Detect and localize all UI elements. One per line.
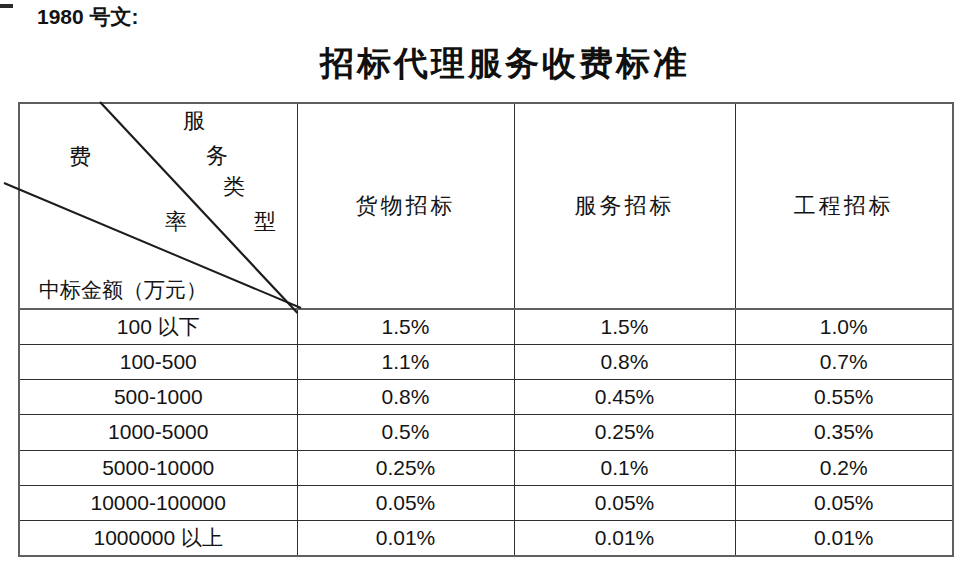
rate-cell: 0.45% <box>514 379 735 414</box>
amount-cell: 1000-5000 <box>19 415 297 450</box>
amount-cell: 100-500 <box>19 344 297 379</box>
rate-cell: 0.8% <box>297 379 514 414</box>
rate-cell: 1.5% <box>297 309 514 344</box>
column-header-engineering: 工程招标 <box>735 103 953 309</box>
rate-cell: 0.01% <box>297 521 514 556</box>
rate-cell: 1.1% <box>297 344 514 379</box>
rate-cell: 0.25% <box>514 415 735 450</box>
corner-label-amount: 中标金额（万元） <box>39 278 207 302</box>
rate-cell: 0.05% <box>514 485 735 520</box>
rate-cell: 1.0% <box>735 309 953 344</box>
rate-cell: 1.5% <box>514 309 735 344</box>
table-row: 100 以下 1.5% 1.5% 1.0% <box>19 309 953 344</box>
table-row: 1000-5000 0.5% 0.25% 0.35% <box>19 415 953 450</box>
amount-cell: 1000000 以上 <box>19 521 297 556</box>
diagonal-header-box: 服 务 类 型 费 率 中标金额（万元） <box>20 104 297 308</box>
doc-number-label: 1980 号文: <box>37 4 139 30</box>
page-title: 招标代理服务收费标准 <box>320 45 690 82</box>
corner-label-service-type-char-1: 服 <box>183 110 205 132</box>
corner-label-service-type-char-2: 务 <box>206 145 228 167</box>
corner-label-rate-char-1: 费 <box>69 146 91 168</box>
title-container: 招标代理服务收费标准 <box>0 42 976 86</box>
rate-cell: 0.35% <box>735 415 953 450</box>
table-header-row: 服 务 类 型 费 率 中标金额（万元） 货物招标 服务招标 工程招标 <box>19 103 953 309</box>
amount-cell: 10000-100000 <box>19 485 297 520</box>
amount-cell: 5000-10000 <box>19 450 297 485</box>
corner-label-rate-char-2: 率 <box>165 211 187 233</box>
amount-cell: 500-1000 <box>19 379 297 414</box>
rate-cell: 0.05% <box>735 485 953 520</box>
table-row: 1000000 以上 0.01% 0.01% 0.01% <box>19 521 953 556</box>
rate-cell: 0.2% <box>735 450 953 485</box>
corner-label-service-type-char-4: 型 <box>254 211 276 233</box>
corner-label-service-type-char-3: 类 <box>223 176 245 198</box>
table-row: 10000-100000 0.05% 0.05% 0.05% <box>19 485 953 520</box>
rate-cell: 0.01% <box>514 521 735 556</box>
rate-cell: 0.01% <box>735 521 953 556</box>
rate-cell: 0.1% <box>514 450 735 485</box>
rate-cell: 0.7% <box>735 344 953 379</box>
table-row: 500-1000 0.8% 0.45% 0.55% <box>19 379 953 414</box>
diagonal-header-cell: 服 务 类 型 费 率 中标金额（万元） <box>19 103 297 309</box>
table-row: 5000-10000 0.25% 0.1% 0.2% <box>19 450 953 485</box>
fee-standard-table: 服 务 类 型 费 率 中标金额（万元） 货物招标 服务招标 工程招标 100 … <box>18 102 954 557</box>
column-header-service: 服务招标 <box>514 103 735 309</box>
scan-artifact-mark <box>0 4 13 8</box>
amount-cell: 100 以下 <box>19 309 297 344</box>
rate-cell: 0.5% <box>297 415 514 450</box>
rate-cell: 0.8% <box>514 344 735 379</box>
column-header-goods: 货物招标 <box>297 103 514 309</box>
rate-cell: 0.25% <box>297 450 514 485</box>
document-page: 1980 号文: 招标代理服务收费标准 服 务 <box>0 0 976 581</box>
rate-cell: 0.55% <box>735 379 953 414</box>
rate-cell: 0.05% <box>297 485 514 520</box>
table-row: 100-500 1.1% 0.8% 0.7% <box>19 344 953 379</box>
